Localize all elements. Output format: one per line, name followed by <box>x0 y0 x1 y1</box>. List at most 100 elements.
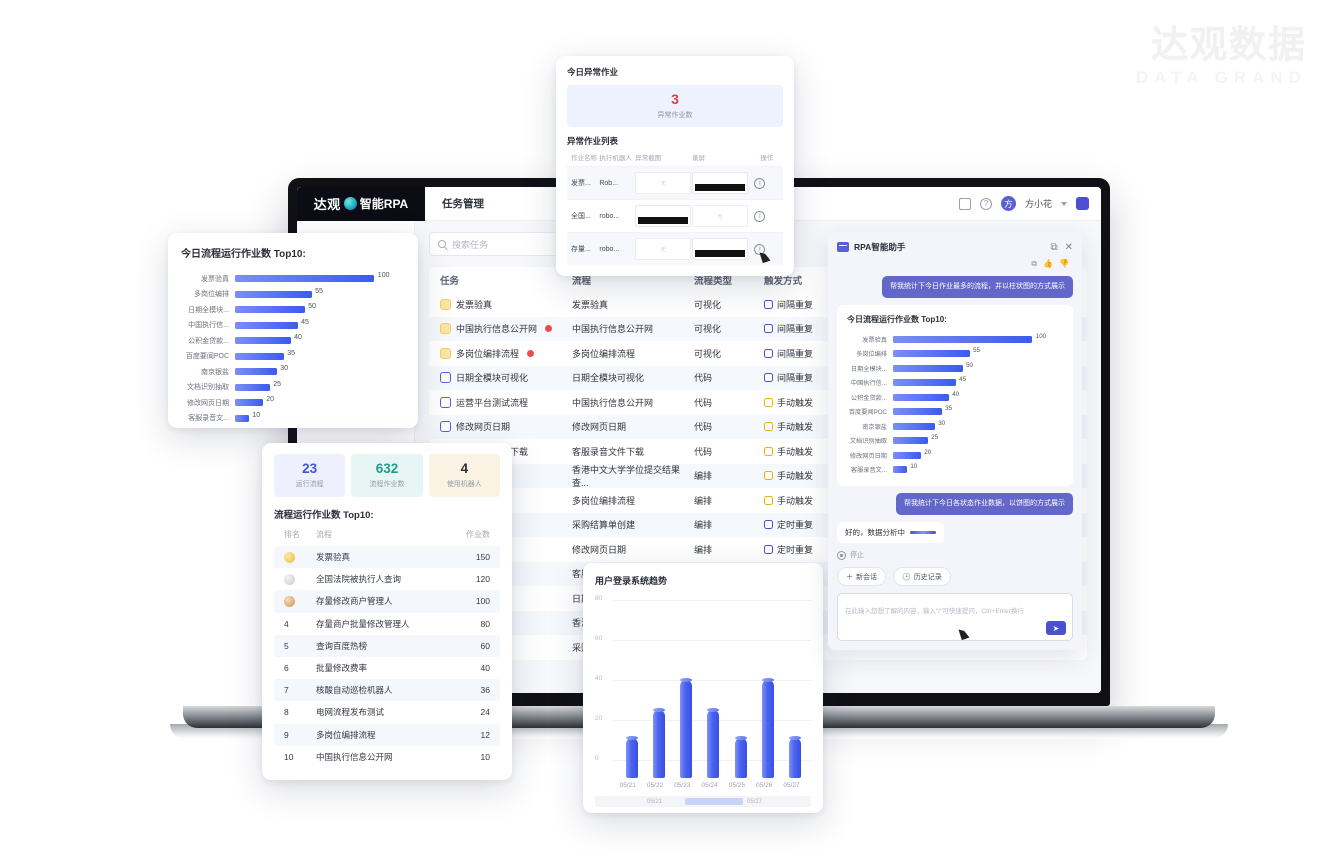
bar-value: 25 <box>931 434 939 442</box>
bar-row: 公积金贷款... 40 <box>847 390 1063 405</box>
help-icon[interactable]: ? <box>979 197 992 210</box>
chat-header-actions: ⧉ ✕ <box>1050 242 1073 253</box>
cell-rank <box>284 595 316 607</box>
bar-track: 35 <box>893 405 1063 416</box>
screenshot-thumbnail[interactable]: 无 <box>635 238 692 260</box>
task-type-icon <box>440 347 451 359</box>
cell-flow: 修改网页日期 <box>572 544 627 555</box>
cell-trigger: 手动触发 <box>764 445 856 458</box>
video-thumbnail[interactable]: 无 <box>692 205 749 227</box>
x-tick-label: 05/22 <box>646 782 664 789</box>
abnormal-row[interactable]: 发票... Rob... 无 i <box>567 166 783 199</box>
notification-icon[interactable] <box>1076 197 1089 210</box>
video-thumbnail[interactable] <box>692 238 749 260</box>
card-process-stats: 23 运行流程 632 流程作业数 4 使用机器人 流程运行作业数 Top10:… <box>262 443 512 780</box>
range-slider[interactable]: 05/21 05/27 <box>595 796 811 807</box>
user-name: 方小花 <box>1024 199 1052 209</box>
cell-flow: 中国执行信息公开网 <box>572 324 654 335</box>
rank-row[interactable]: 7 核酸自动巡检机器人 36 <box>274 679 500 702</box>
abnormal-row[interactable]: 全国... robo... 无 i <box>567 199 783 232</box>
expand-icon[interactable]: ⧉ <box>1050 241 1058 253</box>
rank-row[interactable]: 9 多岗位编排流程 12 <box>274 723 500 746</box>
rank-row[interactable]: 10 中国执行信息公开网 10 <box>274 746 500 768</box>
col-job-name: 作业名称 <box>571 155 597 162</box>
bar[interactable] <box>680 678 693 778</box>
cell-video[interactable]: 无 <box>692 205 754 227</box>
tab-task-management[interactable]: 任务管理 <box>442 198 484 210</box>
rank-number: 8 <box>284 707 289 718</box>
abnormal-row[interactable]: 存量... robo... 无 i <box>567 232 783 265</box>
bar[interactable] <box>707 708 720 778</box>
bar-track: 20 <box>893 449 1063 459</box>
rank-row[interactable]: 6 批量修改费率 40 <box>274 657 500 679</box>
chat-input[interactable]: 在此输入您想了解的内容，输入"/"可快速提问，Ctrl+Enter换行 ➤ <box>837 593 1073 641</box>
col-rank: 排名 <box>284 530 300 539</box>
history-button[interactable]: 🕑 历史记录 <box>893 567 951 586</box>
cell-trigger: 定时重复 <box>764 543 856 556</box>
info-icon[interactable]: i <box>754 177 766 189</box>
cell-screenshot[interactable]: 无 <box>635 238 692 260</box>
cell-trigger: 间隔重复 <box>764 322 856 335</box>
y-tick-label: 20 <box>595 715 603 722</box>
brand-watermark: 达观数据 DATA GRAND <box>1136 25 1307 88</box>
bar-row: 多岗位编排 55 <box>181 287 405 303</box>
bar-track: 25 <box>235 381 405 391</box>
cell-type: 可视化 <box>694 324 722 335</box>
avatar[interactable]: 方 <box>1000 196 1016 211</box>
close-icon[interactable]: ✕ <box>1064 241 1073 253</box>
rank-row[interactable]: 8 电网流程发布测试 24 <box>274 701 500 723</box>
cell-type: 代码 <box>694 373 713 384</box>
document-icon[interactable] <box>958 197 971 210</box>
stop-generating-button[interactable]: 停止 <box>837 550 1073 560</box>
cell-rank: 5 <box>284 641 316 651</box>
cell-task: 多岗位编排流程 <box>440 347 572 360</box>
video-thumbnail[interactable] <box>692 172 749 194</box>
history-label: 历史记录 <box>913 573 942 581</box>
cell-video[interactable] <box>692 172 754 194</box>
new-session-button[interactable]: ＋ 新会话 <box>837 567 886 586</box>
bar[interactable] <box>652 708 665 778</box>
cell-screenshot[interactable] <box>635 205 692 227</box>
bar[interactable] <box>762 678 775 778</box>
copy-icon[interactable]: ⧉ <box>1031 259 1038 268</box>
rank-row[interactable]: 存量修改商户管理人 100 <box>274 590 500 613</box>
cell-screenshot[interactable]: 无 <box>635 172 692 194</box>
bar-label: 修改网页日期 <box>187 399 229 407</box>
thumbs-down-icon[interactable]: 👎 <box>1059 259 1069 268</box>
rank-number: 9 <box>284 729 289 740</box>
bar-row: 多岗位编排 55 <box>847 347 1063 362</box>
rank-row[interactable]: 全国法院被执行人查询 120 <box>274 568 500 590</box>
cell-action[interactable]: i <box>754 210 779 222</box>
slider-handle[interactable] <box>685 798 743 805</box>
rank-row[interactable]: 5 查询百度热榜 60 <box>274 634 500 657</box>
screenshot-thumbnail[interactable] <box>635 205 692 227</box>
bar[interactable] <box>625 736 638 778</box>
chevron-down-icon[interactable] <box>1061 201 1067 206</box>
task-type-icon <box>440 323 451 335</box>
cell-action[interactable]: i <box>754 177 779 189</box>
bar-fill <box>235 399 263 407</box>
rank-title: 流程运行作业数 Top10: <box>274 510 374 521</box>
send-button[interactable]: ➤ <box>1046 621 1066 635</box>
trigger-icon <box>764 471 773 481</box>
info-icon[interactable]: i <box>754 210 766 222</box>
thumbs-up-icon[interactable]: 👍 <box>1043 259 1054 268</box>
rank-row[interactable]: 发票验真 150 <box>274 546 500 569</box>
cell-trigger: 手动触发 <box>764 420 856 433</box>
x-tick-label: 05/21 <box>619 782 636 789</box>
bar[interactable] <box>789 736 802 778</box>
app-logo: 达观 智能RPA <box>297 187 425 221</box>
bar-row: 发票验真 100 <box>847 332 1063 347</box>
cell-type: 编排 <box>694 520 713 531</box>
bar-row: 南京银盐 30 <box>847 419 1063 434</box>
bar[interactable] <box>734 736 747 778</box>
cell-video[interactable] <box>692 238 754 260</box>
card-login-trend: 用户登录系统趋势 80 60 40 20 0 05/21 05/22 05/23 05/24 0… <box>583 563 823 813</box>
bar-row: 日期全模块... 50 <box>847 361 1063 376</box>
cell-type: 可视化 <box>694 348 722 359</box>
rank-row[interactable]: 4 存量商户批量修改管理人 80 <box>274 613 500 635</box>
chat-bot-text: 好的，数据分析中 <box>845 528 905 538</box>
screenshot-thumbnail[interactable]: 无 <box>635 172 692 194</box>
trigger-icon <box>764 446 773 456</box>
